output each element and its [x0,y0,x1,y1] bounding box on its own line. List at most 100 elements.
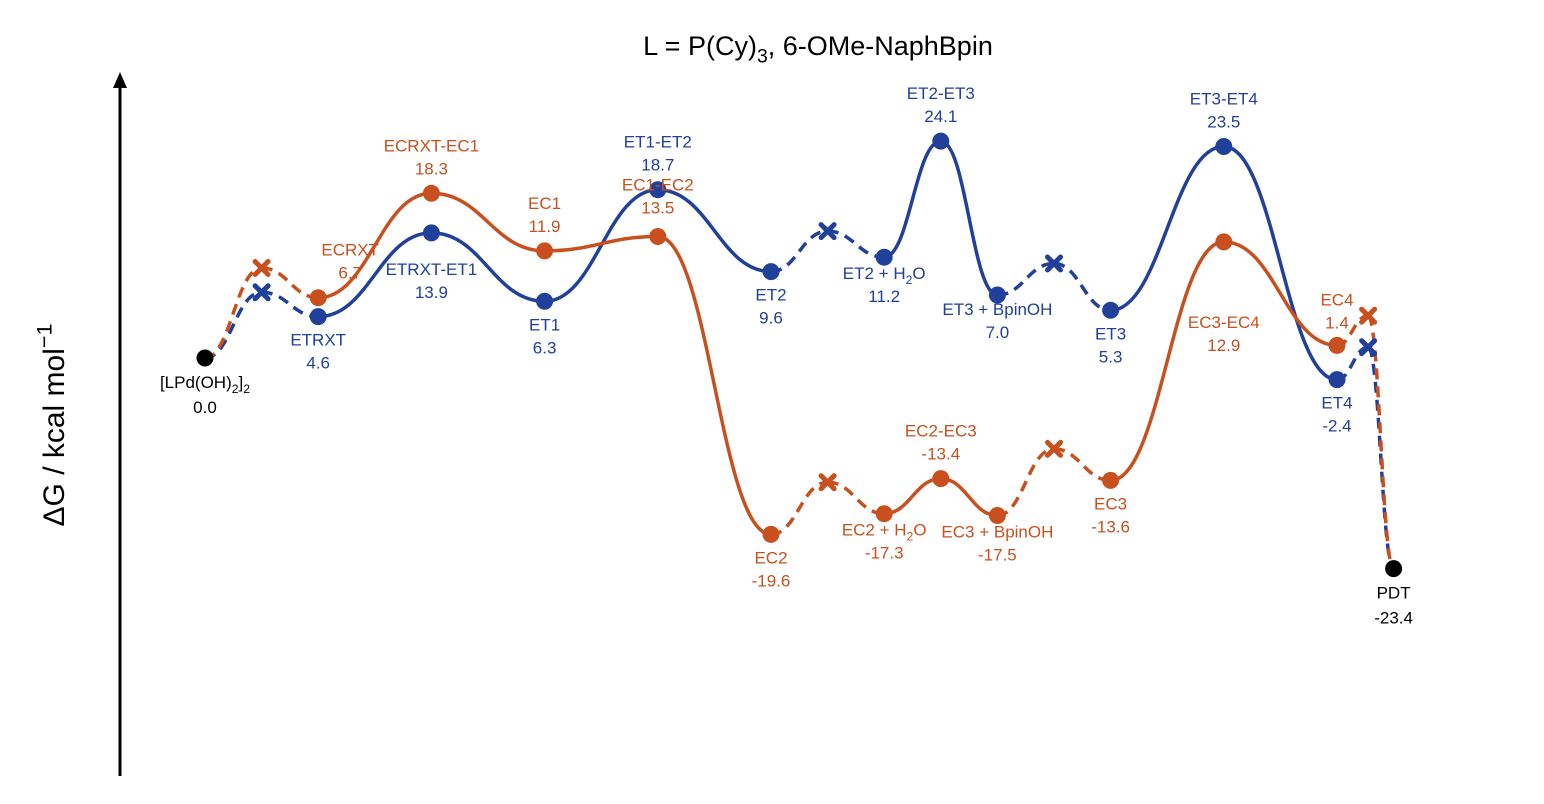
value-et2-et3: 24.1 [924,107,957,126]
blue-segment [431,231,545,304]
chart-title: L = P(Cy)3​, 6-OMe-NaphBpin [643,31,993,68]
label-ec3-bpinoh: EC3 + BpinOH [941,523,1053,542]
value-ec3: -13.6 [1091,517,1130,536]
blue-segment [318,231,432,319]
label-et2-h2o: ET2 + H2​O [843,264,926,287]
value-pdt: -23.4 [1374,609,1413,628]
orange-segment [1110,240,1225,483]
orange-point [988,507,1006,524]
blue-x-marker [818,222,837,241]
orange-segment [318,191,432,300]
blue-point [649,181,667,199]
orange-segment [431,191,545,253]
label-ec3-ec4: EC3-EC4 [1188,313,1260,332]
value-et2-h2o: 11.2 [868,287,900,306]
orange-segment [1053,447,1111,483]
orange-segment [1223,240,1338,348]
value-et1-et2: 18.7 [641,156,674,175]
label-ec3: EC3 [1094,494,1127,513]
orange-point [1102,471,1120,489]
blue-point [762,263,780,281]
orange-segment [544,234,658,253]
y-axis-arrowhead [113,72,127,88]
orange-point [649,228,667,245]
blue-segment [1053,261,1111,313]
blue-segment [883,139,942,259]
blue-point [1328,371,1346,389]
value-ec1: 11.9 [529,217,561,236]
blue-point [422,224,440,242]
blue-segment [997,261,1055,297]
blue-point [309,308,327,326]
value-et3-et4: 23.5 [1207,113,1240,132]
orange-point [422,184,440,202]
value-ecrxt: 6.7 [338,264,362,283]
blue-segment [657,187,772,274]
label-ec2-h2o: EC2 + H2​O [842,521,927,544]
label-et1-et2: ET1-ET2 [624,133,692,152]
orange-segment [204,266,263,360]
black-point [196,349,214,367]
value-ec1-ec2: 13.5 [641,199,674,218]
orange-point [1215,233,1233,251]
orange-x-marker [252,259,271,277]
orange-segment [997,447,1055,518]
orange-segment [884,476,941,516]
black-point [1385,560,1403,578]
blue-segment [940,139,998,297]
value-et4: -2.4 [1322,417,1351,436]
label-ec2: EC2 [754,548,787,567]
value-ecrxt-ec1: 18.3 [415,159,448,178]
blue-point [536,292,554,310]
label-et2-et3: ET2-ET3 [907,84,975,103]
orange-point [932,470,950,488]
blue-segment [1223,144,1338,382]
value-ec2: -19.6 [752,571,791,590]
value-ec2-ec3: -13.4 [921,445,960,464]
label-et2: ET2 [755,286,786,305]
label-lpd-oh-2-2: [LPd(OH)2​]2​ [160,373,250,396]
blue-segment [827,229,885,259]
label-ec1-ec2: EC1-EC2 [622,176,694,195]
orange-point [1328,336,1346,354]
orange-point [762,525,780,543]
label-etrxt: ETRXT [290,331,346,350]
blue-x-marker [1045,254,1063,273]
value-lpd-oh-2-2: 0.0 [193,398,217,417]
orange-x-marker [818,473,837,492]
value-ec2-h2o: -17.3 [865,544,904,563]
value-et3-bpinoh: 7.0 [986,323,1010,342]
blue-x-marker [252,283,271,302]
value-etrxt-et1: 13.9 [415,283,448,302]
label-et3: ET3 [1095,324,1126,343]
blue-point [1215,138,1233,155]
label-etrxt-et1: ETRXT-ET1 [386,260,478,279]
label-et3-bpinoh: ET3 + BpinOH [942,300,1052,319]
value-etrxt: 4.6 [306,354,330,373]
orange-x-marker [1359,306,1378,325]
orange-x-marker [1045,439,1063,458]
blue-segment [204,290,262,360]
label-et4: ET4 [1321,394,1352,413]
value-ec4: 1.4 [1325,313,1349,332]
label-ec4: EC4 [1320,290,1353,309]
label-ec2-ec3: EC2-EC3 [905,422,977,441]
blue-point [932,132,950,150]
blue-segment [1110,144,1224,313]
orange-segment [940,476,998,518]
orange-segment [1366,313,1396,571]
label-pdt: PDT [1377,584,1411,603]
value-ec3-bpinoh: -17.5 [978,546,1017,565]
blue-point [875,248,893,266]
orange-point [536,242,554,260]
blue-x-marker [1359,338,1378,357]
label-et1: ET1 [529,315,560,334]
orange-point [309,289,327,307]
y-axis-label: ΔG / kcal mol−1​ [31,323,71,526]
orange-point [875,505,893,523]
value-et3: 5.3 [1099,347,1123,366]
value-ec3-ec4: 12.9 [1207,336,1240,355]
label-ecrxt-ec1: ECRXT-EC1 [384,136,479,155]
blue-segment [544,187,658,304]
